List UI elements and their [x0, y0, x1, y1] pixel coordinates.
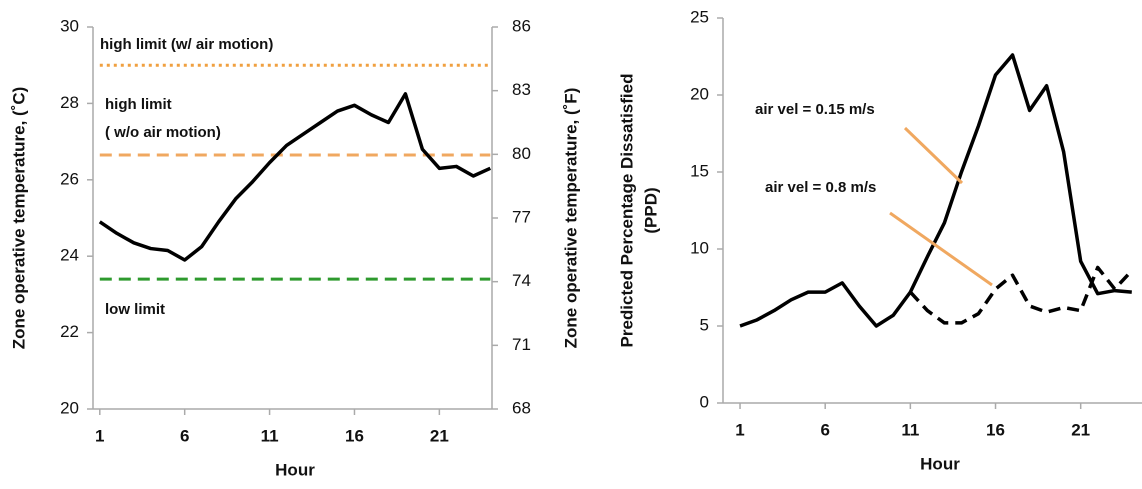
x-tick-label: 1	[735, 420, 744, 439]
x-tick-label: 6	[820, 420, 829, 439]
limit-label: high limit (w/ air motion)	[100, 36, 273, 53]
y2-tick-label: 71	[512, 335, 531, 354]
y-tick-label: 10	[690, 238, 709, 257]
x-tick-label: 11	[261, 426, 279, 445]
y-tick-label: 0	[700, 392, 709, 411]
y-axis-title: Zone operative temperature, (˚C)	[9, 87, 28, 350]
x-tick-label: 16	[986, 420, 1005, 439]
y-tick-label: 24	[60, 246, 79, 265]
y2-tick-label: 80	[512, 144, 531, 163]
y-tick-label: 20	[690, 84, 709, 103]
x-axis-title: Hour	[275, 460, 315, 479]
x-tick-label: 6	[180, 426, 189, 445]
x-tick-label: 16	[345, 426, 364, 445]
limit-label: low limit	[105, 301, 165, 318]
y2-tick-label: 74	[512, 271, 531, 290]
y-axis-title: (PPD)	[641, 187, 660, 233]
series-line	[739, 53, 1132, 328]
y-tick-label: 15	[690, 161, 709, 180]
y-tick-label: 22	[60, 322, 79, 341]
x-axis-title: Hour	[920, 454, 960, 473]
y-tick-label: 30	[60, 16, 79, 35]
y2-tick-label: 86	[512, 16, 531, 35]
y-tick-label: 5	[700, 315, 709, 334]
y-tick-label: 20	[60, 398, 79, 417]
label-pointer	[889, 211, 993, 287]
limit-label: high limit	[105, 96, 172, 113]
x-tick-label: 1	[95, 426, 104, 445]
series-label: air vel = 0.15 m/s	[755, 101, 875, 118]
limit-label: ( w/o air motion)	[105, 124, 221, 141]
y-tick-label: 28	[60, 93, 79, 112]
x-tick-label: 21	[1071, 420, 1090, 439]
y-tick-label: 26	[60, 169, 79, 188]
label-pointer	[903, 126, 964, 185]
y2-tick-label: 77	[512, 207, 531, 226]
y-axis-title: Predicted Percentage Dissatisfied	[617, 73, 636, 347]
y2-axis-title: Zone operative temperature, (˚F)	[561, 88, 580, 349]
y-tick-label: 25	[690, 7, 709, 26]
series-line	[909, 265, 1134, 325]
x-tick-label: 11	[901, 420, 919, 439]
series-label: air vel = 0.8 m/s	[765, 179, 876, 196]
series-line	[98, 92, 492, 262]
y2-tick-label: 83	[512, 80, 531, 99]
y2-tick-label: 68	[512, 398, 531, 417]
x-tick-label: 21	[430, 426, 449, 445]
